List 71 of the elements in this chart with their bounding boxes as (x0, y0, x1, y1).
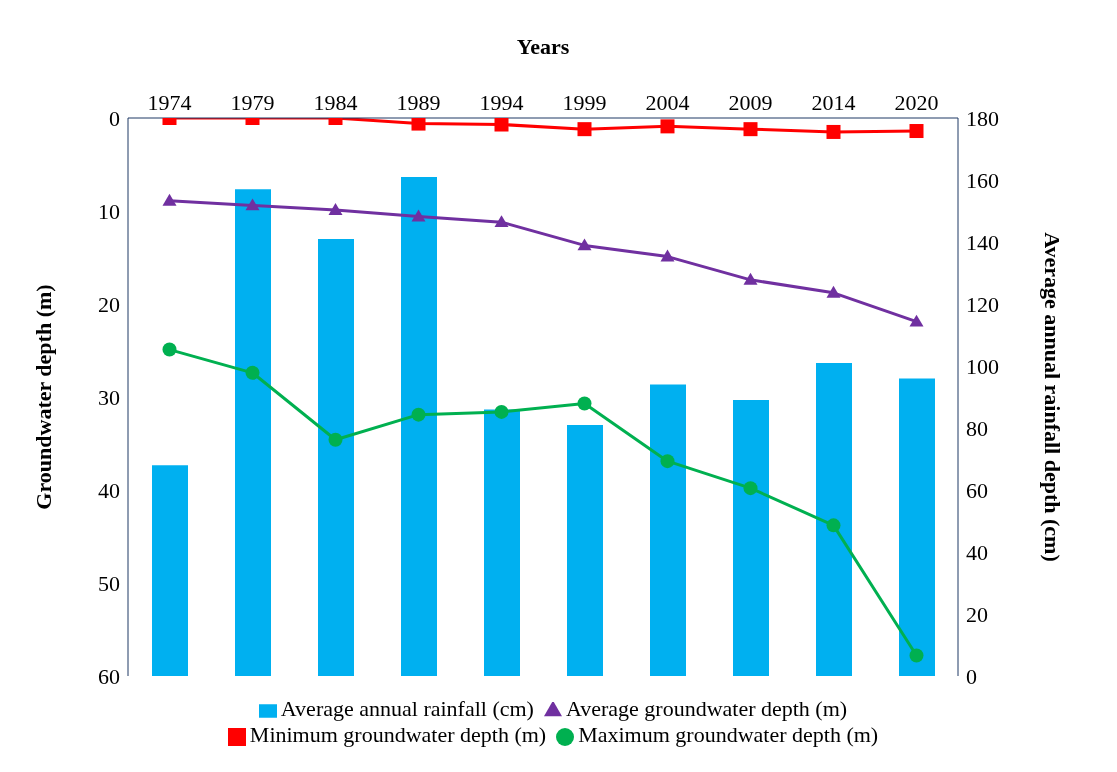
point (909, 314, 924, 327)
y2-axis-title: Average annual rainfall depth (cm) (1040, 232, 1066, 562)
point (411, 118, 426, 131)
x-tick-label: 2004 (645, 90, 690, 115)
legend-label: Maximum groundwater depth (m) (578, 722, 879, 747)
point (577, 122, 592, 137)
point (826, 124, 841, 139)
y2-tick-label: 20 (966, 601, 988, 627)
x-tick-label: 1979 (230, 90, 275, 115)
bar (567, 424, 603, 676)
x-tick-label: 1994 (479, 90, 524, 115)
point (826, 285, 841, 298)
legend-label: Minimum groundwater depth (m) (249, 722, 547, 747)
point (577, 396, 592, 411)
y-tick-label: 50 (98, 570, 120, 596)
point (826, 518, 841, 533)
bar (235, 189, 271, 676)
point (162, 342, 177, 357)
y-axis-title: Groundwater depth (m) (30, 284, 56, 510)
y2-tick-label: 60 (966, 477, 988, 503)
point (660, 119, 675, 134)
y2-tick-label: 40 (966, 539, 988, 565)
y2-tick-label: 100 (966, 353, 999, 379)
bar (318, 238, 354, 676)
point (162, 193, 177, 206)
y2-tick-label: 160 (966, 167, 999, 193)
bar (152, 465, 188, 676)
point (743, 122, 758, 137)
bar (650, 384, 686, 676)
y-tick-label: 20 (98, 291, 120, 317)
y-tick-label: 30 (98, 384, 120, 410)
point (328, 203, 343, 215)
x-tick-label: 1974 (147, 90, 192, 115)
bar (733, 400, 769, 676)
point (660, 454, 675, 469)
legend-label: Average groundwater depth (m) (565, 696, 848, 721)
point (743, 272, 758, 285)
x-tick-label: 2014 (811, 90, 856, 115)
y-tick-label: 0 (109, 105, 120, 131)
point (743, 481, 758, 496)
x-axis-title: Years (516, 33, 570, 59)
point (494, 404, 509, 419)
y-tick-label: 40 (98, 477, 120, 503)
y2-tick-label: 80 (966, 415, 988, 441)
y2-tick-label: 180 (966, 105, 999, 131)
point (494, 215, 509, 228)
y-tick-label: 10 (98, 198, 120, 224)
point (909, 648, 924, 663)
y2-tick-label: 0 (966, 663, 977, 689)
bar (899, 378, 935, 676)
y2-tick-label: 120 (966, 291, 999, 317)
y2-tick-label: 140 (966, 229, 999, 255)
point (245, 198, 260, 211)
x-tick-label: 1984 (313, 90, 358, 115)
point (411, 407, 426, 422)
x-tick-label: 1999 (562, 90, 607, 115)
point (411, 209, 426, 222)
y-tick-label: 60 (98, 663, 120, 689)
point (577, 238, 592, 251)
point (245, 365, 260, 380)
x-tick-label: 2009 (728, 90, 773, 115)
x-tick-label: 1989 (396, 90, 441, 115)
bar (484, 409, 520, 676)
x-tick-label: 2020 (894, 90, 939, 115)
point (660, 249, 675, 262)
point (909, 124, 924, 139)
legend-label: Average annual rainfall (cm) (280, 696, 534, 721)
point (328, 432, 343, 447)
bar (816, 362, 852, 676)
bar (401, 176, 437, 676)
point (494, 118, 509, 132)
